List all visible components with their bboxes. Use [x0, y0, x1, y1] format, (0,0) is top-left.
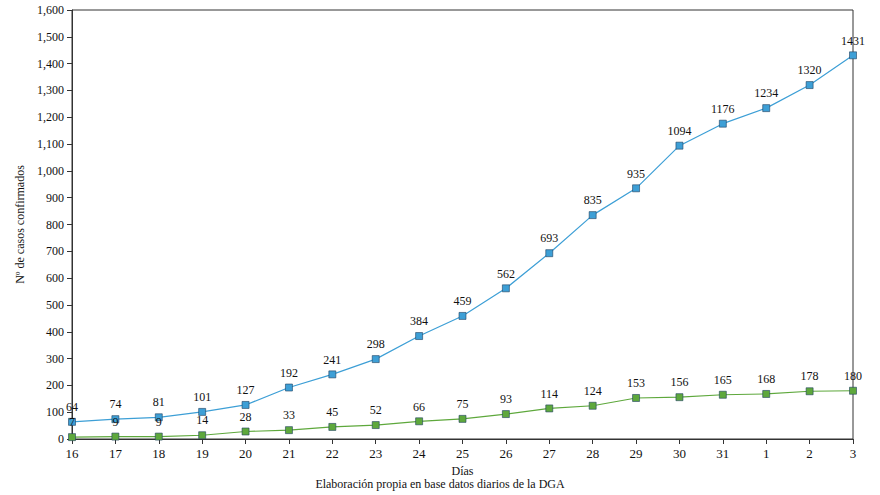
svg-text:16: 16 [66, 446, 80, 461]
svg-text:1,200: 1,200 [37, 110, 64, 124]
svg-text:14: 14 [196, 413, 208, 427]
svg-text:25: 25 [456, 446, 469, 461]
svg-text:1094: 1094 [667, 124, 691, 138]
svg-text:75: 75 [457, 397, 469, 411]
svg-text:81: 81 [153, 395, 165, 409]
svg-text:29: 29 [630, 446, 643, 461]
svg-text:9: 9 [156, 415, 162, 429]
svg-text:93: 93 [500, 392, 512, 406]
svg-text:28: 28 [586, 446, 599, 461]
svg-text:124: 124 [584, 384, 602, 398]
svg-text:400: 400 [46, 325, 64, 339]
svg-text:1320: 1320 [798, 63, 822, 77]
svg-text:600: 600 [46, 271, 64, 285]
svg-text:178: 178 [801, 369, 819, 383]
svg-text:900: 900 [46, 191, 64, 205]
svg-text:30: 30 [673, 446, 686, 461]
svg-text:153: 153 [627, 376, 645, 390]
svg-text:7: 7 [69, 415, 75, 429]
svg-text:20: 20 [239, 446, 252, 461]
svg-text:192: 192 [280, 366, 298, 380]
svg-text:1: 1 [763, 446, 770, 461]
svg-text:1234: 1234 [754, 86, 778, 100]
svg-text:1431: 1431 [841, 34, 865, 48]
svg-text:156: 156 [670, 375, 688, 389]
svg-text:28: 28 [240, 410, 252, 424]
svg-text:165: 165 [714, 373, 732, 387]
svg-text:21: 21 [282, 446, 295, 461]
svg-text:1176: 1176 [711, 102, 735, 116]
svg-text:200: 200 [46, 378, 64, 392]
svg-text:Nº de casos confirmados: Nº de casos confirmados [13, 165, 27, 284]
svg-text:241: 241 [323, 353, 341, 367]
svg-text:1,100: 1,100 [37, 137, 64, 151]
svg-text:500: 500 [46, 298, 64, 312]
svg-text:114: 114 [540, 387, 558, 401]
svg-text:74: 74 [109, 397, 121, 411]
svg-text:19: 19 [196, 446, 209, 461]
svg-text:1,000: 1,000 [37, 164, 64, 178]
svg-text:127: 127 [237, 383, 255, 397]
svg-text:22: 22 [326, 446, 339, 461]
svg-text:168: 168 [757, 372, 775, 386]
svg-text:459: 459 [454, 294, 472, 308]
svg-text:26: 26 [499, 446, 513, 461]
svg-text:300: 300 [46, 352, 64, 366]
svg-text:9: 9 [112, 415, 118, 429]
svg-text:17: 17 [109, 446, 123, 461]
svg-text:800: 800 [46, 218, 64, 232]
svg-text:562: 562 [497, 267, 515, 281]
svg-text:33: 33 [283, 408, 295, 422]
svg-text:180: 180 [844, 369, 862, 383]
svg-text:835: 835 [584, 193, 602, 207]
svg-text:Días: Días [452, 464, 474, 478]
svg-text:66: 66 [413, 400, 425, 414]
svg-text:384: 384 [410, 314, 428, 328]
svg-text:2: 2 [806, 446, 813, 461]
svg-text:Elaboración propia en base dat: Elaboración propia en base datos diarios… [315, 477, 565, 491]
svg-text:693: 693 [540, 231, 558, 245]
svg-text:18: 18 [152, 446, 165, 461]
svg-text:24: 24 [413, 446, 427, 461]
svg-text:298: 298 [367, 337, 385, 351]
svg-text:3: 3 [850, 446, 857, 461]
svg-text:45: 45 [326, 405, 338, 419]
svg-text:935: 935 [627, 167, 645, 181]
svg-text:1,500: 1,500 [37, 30, 64, 44]
svg-text:1,600: 1,600 [37, 3, 64, 17]
svg-text:23: 23 [369, 446, 382, 461]
svg-text:0: 0 [58, 432, 64, 446]
svg-text:27: 27 [543, 446, 557, 461]
svg-text:101: 101 [193, 390, 211, 404]
svg-text:64: 64 [66, 400, 78, 414]
svg-text:100: 100 [46, 405, 64, 419]
svg-text:1,300: 1,300 [37, 83, 64, 97]
svg-text:31: 31 [716, 446, 729, 461]
svg-text:1,400: 1,400 [37, 57, 64, 71]
svg-text:700: 700 [46, 244, 64, 258]
svg-text:52: 52 [370, 403, 382, 417]
